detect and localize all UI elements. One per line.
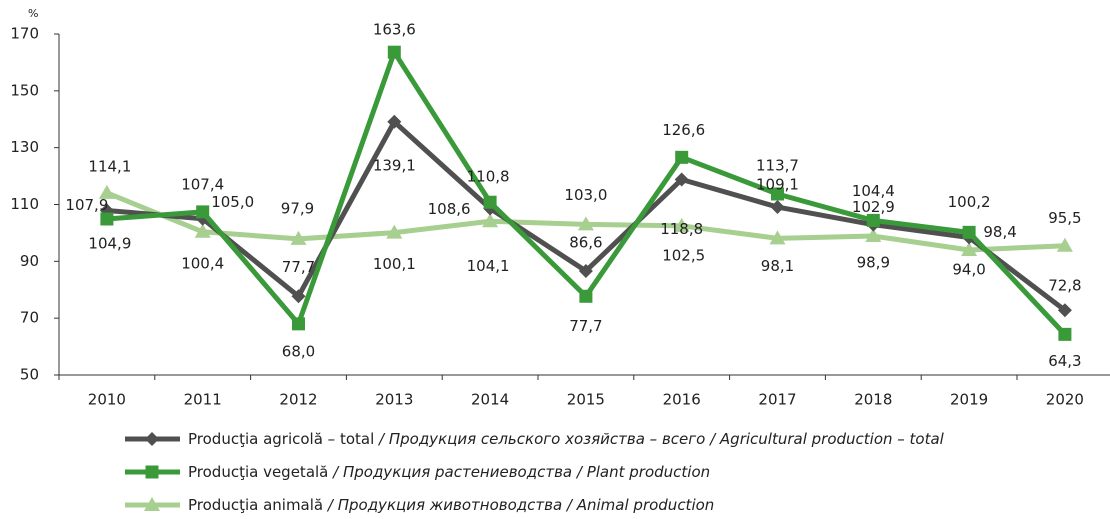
data-label: 98,1 <box>761 257 794 275</box>
data-label: 102,5 <box>662 246 705 264</box>
marker <box>961 241 978 256</box>
marker <box>100 212 114 226</box>
legend-label: Producţia agricolă – total / Продукция с… <box>188 430 945 448</box>
marker <box>866 213 880 227</box>
data-label: 109,1 <box>756 176 799 194</box>
x-tick-label: 2016 <box>663 391 701 409</box>
y-tick-label: 90 <box>20 252 39 270</box>
marker <box>674 172 689 187</box>
data-label: 64,3 <box>1048 352 1081 370</box>
data-label: 103,0 <box>564 186 607 204</box>
marker <box>482 213 499 228</box>
data-label: 98,4 <box>983 223 1016 241</box>
y-unit: % <box>28 7 38 20</box>
x-tick-label: 2018 <box>854 391 892 409</box>
x-tick-label: 2017 <box>758 391 796 409</box>
data-label: 77,7 <box>282 258 315 276</box>
marker <box>386 224 403 239</box>
x-tick-label: 2010 <box>88 391 126 409</box>
data-label: 100,1 <box>373 255 416 273</box>
data-label: 94,0 <box>952 260 985 278</box>
data-label: 95,5 <box>1048 209 1081 227</box>
data-label: 98,9 <box>857 254 890 272</box>
y-tick-label: 130 <box>10 138 39 156</box>
y-tick-label: 150 <box>10 81 39 99</box>
marker <box>579 289 593 303</box>
marker <box>771 187 784 201</box>
data-label: 107,9 <box>65 196 108 214</box>
series-line <box>106 119 1067 313</box>
data-label: 72,8 <box>1048 277 1081 295</box>
marker <box>387 45 401 59</box>
data-label: 163,6 <box>373 21 416 39</box>
marker <box>483 195 497 209</box>
marker <box>196 205 210 219</box>
y-tick-label: 170 <box>10 25 39 43</box>
data-label: 86,6 <box>569 233 602 251</box>
marker <box>1056 237 1073 252</box>
marker <box>290 230 307 245</box>
marker <box>770 200 785 215</box>
marker <box>578 263 593 278</box>
marker <box>1058 327 1072 341</box>
data-label: 126,6 <box>662 121 705 139</box>
data-label: 104,1 <box>467 257 510 275</box>
marker <box>98 184 115 199</box>
marker <box>292 317 305 331</box>
marker <box>577 216 594 231</box>
data-label: 100,2 <box>948 193 991 211</box>
marker <box>291 289 306 304</box>
data-label: 110,8 <box>467 168 510 186</box>
legend-label: Producţia animală / Продукция животновод… <box>188 496 714 514</box>
data-label: 107,4 <box>181 175 224 193</box>
y-tick-label: 70 <box>20 309 39 327</box>
x-tick-label: 2020 <box>1046 391 1084 409</box>
marker <box>145 432 159 446</box>
marker <box>962 225 976 239</box>
y-tick-label: 50 <box>20 366 39 384</box>
x-tick-label: 2011 <box>184 391 222 409</box>
marker <box>865 228 882 243</box>
y-tick-label: 110 <box>10 195 39 213</box>
data-label: 108,6 <box>428 200 471 218</box>
data-label: 68,0 <box>282 342 315 360</box>
x-tick-label: 2013 <box>375 391 413 409</box>
data-label: 102,9 <box>852 198 895 216</box>
marker <box>673 217 690 232</box>
data-label: 139,1 <box>373 156 416 174</box>
x-tick-label: 2015 <box>567 391 605 409</box>
data-label: 97,9 <box>281 199 314 217</box>
x-tick-label: 2014 <box>471 391 509 409</box>
marker <box>1057 303 1072 318</box>
data-label: 105,0 <box>211 193 254 211</box>
data-label: 77,7 <box>569 317 602 335</box>
data-label: 100,4 <box>181 254 224 272</box>
x-tick-label: 2012 <box>279 391 317 409</box>
data-label: 114,1 <box>88 157 131 175</box>
data-label: 118,8 <box>660 220 703 238</box>
marker <box>387 114 402 129</box>
data-label: 113,7 <box>756 156 799 174</box>
marker <box>145 465 159 479</box>
data-label: 104,4 <box>852 182 895 200</box>
marker <box>675 150 689 164</box>
x-tick-label: 2019 <box>950 391 988 409</box>
marker <box>769 230 786 245</box>
marker <box>144 497 160 511</box>
marker <box>194 223 211 238</box>
data-label: 104,9 <box>88 234 131 252</box>
legend-label: Producţia vegetală / Продукция растениев… <box>188 463 710 481</box>
